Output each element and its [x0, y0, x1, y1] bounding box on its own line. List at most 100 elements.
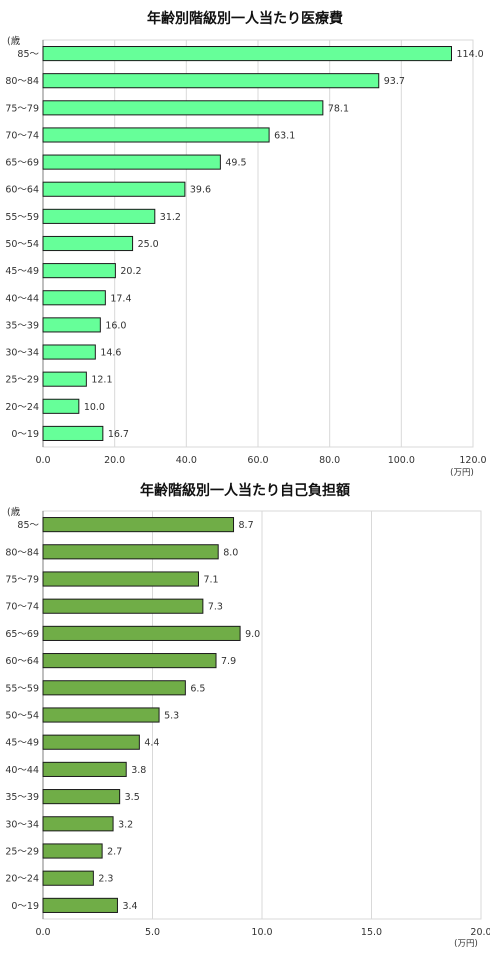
- bar: [42, 100, 324, 116]
- category-label: 55～59: [5, 212, 39, 223]
- category-label: 35～39: [5, 792, 39, 803]
- data-label: 39.6: [190, 185, 211, 196]
- self-pay-chart: 年齢階級別一人当たり自己負担額 (歳 (万円) 0.0 5.0 10.0 15.0 20…: [0, 478, 490, 955]
- chart-title: 年齢別階級別一人当たり医療費: [147, 10, 343, 27]
- chart-title: 年齢階級別一人当たり自己負担額: [140, 482, 350, 499]
- category-label: 35～39: [5, 320, 39, 331]
- data-label: 10.0: [84, 402, 105, 413]
- bar: [42, 181, 186, 197]
- category-label: 80～84: [5, 76, 39, 87]
- bar: [42, 625, 241, 641]
- bar: [42, 653, 217, 669]
- bar: [42, 734, 140, 750]
- category-label: 40～44: [5, 293, 39, 304]
- y-unit-label: (歳: [7, 35, 21, 47]
- bar: [42, 816, 114, 832]
- x-tick-label: 20.0: [104, 455, 125, 466]
- bar: [42, 843, 103, 859]
- category-label: 60～64: [5, 656, 39, 667]
- data-label: 7.1: [203, 575, 218, 586]
- data-label: 12.1: [91, 375, 112, 386]
- data-label: 9.0: [245, 629, 260, 640]
- y-unit-label: (歳: [7, 506, 21, 518]
- category-label: 25～29: [5, 375, 39, 386]
- x-tick-label: 0.0: [35, 455, 50, 466]
- bar: [42, 571, 199, 587]
- data-label: 5.3: [164, 711, 179, 722]
- bar: [42, 73, 380, 89]
- data-label: 49.5: [225, 158, 246, 169]
- x-unit-label: (万円): [454, 939, 478, 949]
- data-label: 20.2: [120, 266, 141, 277]
- data-label: 8.0: [223, 547, 238, 558]
- category-label: 20～24: [5, 402, 39, 413]
- bar: [42, 870, 94, 886]
- category-label: 50～54: [5, 711, 39, 722]
- x-tick-label: 80.0: [319, 455, 340, 466]
- bar: [42, 263, 116, 279]
- data-label: 63.1: [274, 130, 295, 141]
- x-tick-label: 60.0: [247, 455, 268, 466]
- category-label: 0～19: [11, 429, 39, 440]
- data-label: 3.5: [125, 792, 140, 803]
- bar: [42, 127, 270, 143]
- bar: [42, 789, 121, 805]
- category-label: 40～44: [5, 765, 39, 776]
- data-label: 16.7: [108, 429, 129, 440]
- category-label: 50～54: [5, 239, 39, 250]
- data-label: 2.7: [107, 847, 122, 858]
- data-label: 114.0: [457, 49, 484, 60]
- bar: [42, 517, 235, 533]
- data-label: 2.3: [98, 874, 113, 885]
- x-tick-label: 5.0: [145, 927, 160, 938]
- bar: [42, 235, 134, 252]
- bar: [42, 398, 80, 414]
- category-label: 60～64: [5, 185, 39, 196]
- self-pay-chart-svg: 年齢階級別一人当たり自己負担額 (歳 (万円) 0.0 5.0 10.0 15.0 20…: [5, 482, 490, 949]
- category-label: 70～74: [5, 602, 39, 613]
- medical-cost-chart: 年齢別階級別一人当たり医療費 (歳 (万円) 0.0 20.0 40.0 60.0 80…: [5, 10, 486, 478]
- x-tick-label: 100.0: [388, 455, 415, 466]
- x-tick-label: 20.0: [470, 927, 490, 938]
- x-tick-label: 15.0: [361, 927, 382, 938]
- medical-cost-chart-svg: 年齢別階級別一人当たり医療費 (歳 (万円) 0.0 20.0 40.0 60.0 80…: [5, 10, 486, 478]
- category-label: 0～19: [11, 901, 39, 912]
- bar: [42, 154, 221, 170]
- category-label: 65～69: [5, 629, 39, 640]
- data-label: 6.5: [190, 683, 205, 694]
- data-label: 31.2: [160, 212, 181, 223]
- x-tick-label: 40.0: [176, 455, 197, 466]
- category-label: 75～79: [5, 103, 39, 114]
- bar: [42, 344, 96, 360]
- category-label: 45～49: [5, 266, 39, 277]
- category-label: 65～69: [5, 158, 39, 169]
- bar: [42, 290, 106, 306]
- bar: [42, 897, 118, 913]
- category-label: 45～49: [5, 738, 39, 749]
- data-label: 16.0: [105, 320, 126, 331]
- bar: [42, 208, 156, 224]
- category-label: 30～34: [5, 819, 39, 830]
- data-label: 14.6: [100, 348, 121, 359]
- bar: [42, 707, 160, 723]
- category-label: 85～: [17, 520, 39, 531]
- data-label: 78.1: [328, 103, 349, 114]
- data-label: 17.4: [110, 293, 131, 304]
- bar: [42, 544, 219, 560]
- x-unit-label: (万円): [450, 468, 474, 478]
- data-label: 7.3: [208, 602, 223, 613]
- category-label: 75～79: [5, 575, 39, 586]
- bar: [42, 425, 104, 441]
- category-label: 30～34: [5, 348, 39, 359]
- category-label: 80～84: [5, 547, 39, 558]
- bar: [42, 680, 186, 696]
- bar: [42, 46, 452, 62]
- data-label: 3.8: [131, 765, 146, 776]
- bar: [42, 598, 204, 614]
- bar: [42, 371, 87, 387]
- category-label: 55～59: [5, 683, 39, 694]
- category-label: 20～24: [5, 874, 39, 885]
- data-label: 93.7: [384, 76, 405, 87]
- data-label: 3.4: [122, 901, 137, 912]
- data-label: 7.9: [221, 656, 236, 667]
